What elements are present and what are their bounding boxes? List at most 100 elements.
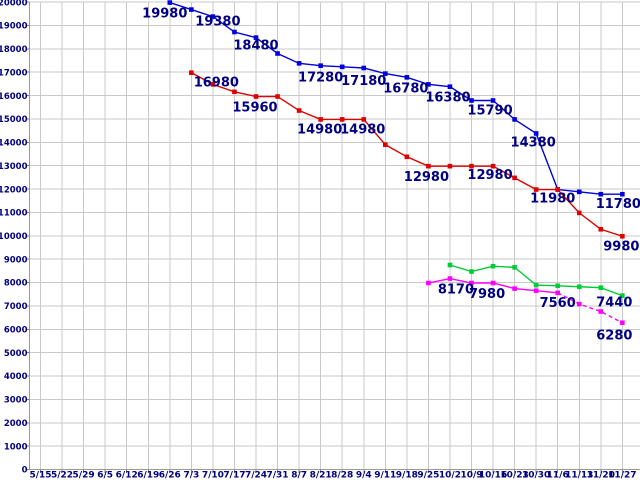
- series-red-marker: [576, 210, 582, 216]
- series-red-marker: [210, 82, 216, 87]
- series-blue-marker: [447, 84, 453, 89]
- point-label-16980: 16980: [194, 76, 239, 91]
- point-label-7980: 7980: [469, 287, 505, 302]
- series-blue-marker: [533, 131, 539, 136]
- series-red-marker: [533, 187, 539, 192]
- series-magenta-marker: [512, 286, 517, 291]
- series-red-marker: [404, 154, 410, 160]
- y-axis-tick-label: 12000: [0, 185, 28, 195]
- x-axis-labels: 5/15 5/22 5/29 6/5 6/12 6/19 6/26 7/3 7/10 7/17 7/…: [29, 471, 636, 480]
- series-blue-marker: [576, 189, 582, 195]
- axis-ticks: [25, 1, 623, 473]
- series-magenta-marker: [620, 320, 625, 326]
- series-magenta-marker: [598, 309, 604, 314]
- series-green-marker: [598, 285, 604, 290]
- series-red-marker: [275, 94, 280, 99]
- x-axis-tick-label: 7/10: [202, 471, 224, 480]
- series-green: [447, 262, 625, 298]
- x-axis-tick-label: 6/12: [116, 471, 138, 480]
- y-axis-tick-label: 0: [22, 466, 28, 476]
- series-blue-line: [169, 1, 623, 195]
- series-magenta-marker: [469, 280, 474, 286]
- series-blue-marker: [339, 64, 345, 70]
- series-magenta-marker: [533, 288, 539, 294]
- y-axis-tick-label: 18000: [0, 45, 28, 55]
- point-label-18480: 18480: [233, 39, 278, 54]
- series-magenta-marker: [555, 290, 560, 296]
- point-label-19980: 19980: [142, 7, 187, 22]
- x-axis-tick-label: 8/21: [310, 471, 332, 480]
- x-axis-tick-label: 9/4: [356, 471, 372, 480]
- point-label-17280: 17280: [298, 71, 343, 86]
- point-label-14380: 14380: [511, 135, 556, 150]
- series-blue-marker: [383, 71, 388, 76]
- series-blue-marker: [620, 191, 625, 197]
- series-magenta: [426, 276, 625, 326]
- series-red-marker: [620, 233, 625, 239]
- series-blue-marker: [598, 191, 604, 197]
- series-magenta-line-dashed: [557, 292, 623, 324]
- x-axis-tick-label: 9/25: [417, 471, 439, 480]
- point-label-14980: 14980: [297, 122, 342, 137]
- series-red-marker: [232, 89, 237, 95]
- y-axis-tick-label: 7000: [4, 302, 28, 312]
- x-axis-tick-label: 9/11: [374, 471, 396, 480]
- x-axis-tick-label: 10/23: [500, 471, 528, 480]
- series-green-marker: [555, 283, 560, 289]
- series-blue: [167, 0, 625, 197]
- point-label-19380: 19380: [195, 15, 240, 30]
- point-labels: 19980 19380 18480 1728017180167801638015790…: [142, 7, 640, 344]
- point-label-15790: 15790: [467, 103, 512, 118]
- series-blue-marker: [189, 7, 194, 12]
- x-axis-tick-label: 8/28: [331, 471, 353, 480]
- series-green-marker: [469, 269, 474, 274]
- series-red: [189, 70, 625, 239]
- point-label-9980: 9980: [603, 239, 639, 254]
- series-blue-marker: [404, 75, 410, 80]
- x-axis-tick-label: 6/19: [137, 471, 159, 480]
- y-axis-tick-label: 4000: [4, 372, 28, 382]
- point-label-15960: 15960: [232, 101, 277, 116]
- point-label-14980: 14980: [340, 122, 385, 137]
- point-label-8170: 8170: [438, 283, 474, 298]
- series-blue-marker: [275, 51, 280, 56]
- series-blue-marker: [361, 65, 367, 71]
- y-axis-tick-label: 1000: [4, 442, 28, 452]
- series-red-marker: [361, 117, 367, 122]
- y-axis-tick-label: 19000: [0, 22, 28, 32]
- series-red-marker: [339, 117, 345, 122]
- series-magenta-marker: [447, 276, 453, 281]
- series-red-marker: [512, 175, 517, 181]
- series-blue-marker: [512, 117, 517, 122]
- y-axis-labels: 0 1000 2000 3000 4000 5000 6000 7000 8000 9000 100…: [0, 0, 28, 476]
- series-red-marker: [189, 70, 194, 75]
- x-axis-tick-label: 10/9: [460, 471, 482, 480]
- y-axis-tick-label: 10000: [0, 232, 28, 242]
- point-label-7440: 7440: [596, 296, 632, 311]
- series-red-marker: [447, 163, 453, 169]
- y-axis-tick-label: 5000: [4, 349, 28, 359]
- gridlines: [29, 1, 640, 470]
- point-label-12980: 12980: [404, 170, 449, 185]
- series-blue-marker: [253, 35, 259, 40]
- point-label-12980: 12980: [467, 168, 512, 183]
- point-label-7560: 7560: [540, 296, 576, 311]
- series-red-marker: [253, 94, 259, 99]
- x-axis-tick-label: 5/22: [51, 471, 73, 480]
- x-axis-tick-label: 7/24: [245, 471, 267, 480]
- series-blue-marker: [167, 0, 173, 5]
- series-blue-marker: [296, 61, 302, 66]
- point-label-11980: 11980: [530, 192, 575, 207]
- series-red-marker: [469, 163, 474, 169]
- series-red-marker: [490, 163, 496, 169]
- y-axis-tick-label: 16000: [0, 92, 28, 102]
- series-green-marker: [490, 263, 496, 269]
- series-green-marker: [512, 265, 517, 270]
- x-axis-tick-label: 5/29: [73, 471, 95, 480]
- x-axis-tick-label: 5/15: [29, 471, 51, 480]
- series-green-marker: [620, 293, 625, 298]
- series-blue-marker: [490, 98, 496, 103]
- series-blue-marker: [232, 29, 237, 35]
